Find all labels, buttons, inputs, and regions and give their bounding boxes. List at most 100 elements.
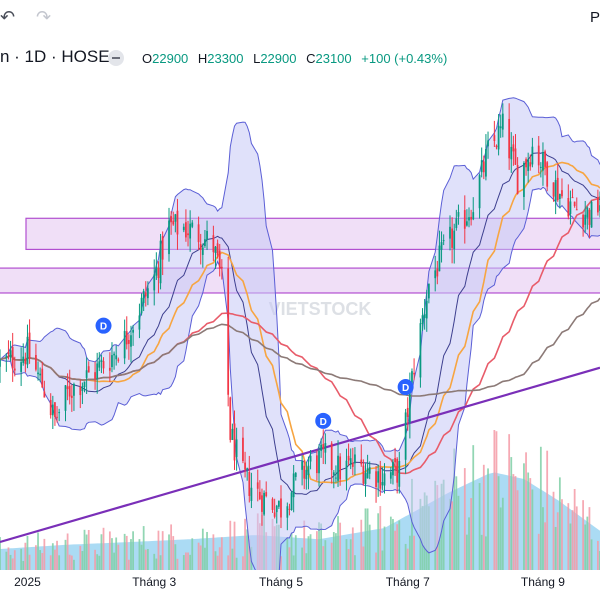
- volume-bar: [20, 548, 23, 570]
- candle-body: [81, 386, 84, 392]
- candle-body: [216, 243, 219, 256]
- candle-body: [85, 370, 88, 378]
- candle-body: [144, 292, 147, 297]
- volume-bar: [451, 501, 453, 570]
- candle-body: [96, 363, 99, 379]
- volume-bar: [199, 545, 202, 570]
- time-tick-label: Tháng 9: [521, 575, 565, 589]
- candle-body: [37, 372, 39, 375]
- volume-bar: [123, 533, 126, 570]
- close-label: C: [306, 51, 316, 66]
- volume-bar: [56, 540, 58, 570]
- volume-bar: [235, 557, 238, 570]
- dividend-badge: [95, 317, 112, 334]
- candle-body: [111, 355, 113, 368]
- volume-bar: [7, 547, 10, 570]
- candle-body: [5, 355, 8, 358]
- candle-body: [0, 359, 1, 367]
- candle-body: [117, 359, 120, 361]
- volume-bar: [102, 527, 105, 570]
- volume-bar: [96, 554, 99, 570]
- candle-body: [542, 152, 544, 171]
- volume-bar: [172, 536, 175, 570]
- publish-button[interactable]: P: [589, 9, 600, 26]
- symbol-label[interactable]: n · 1D · HOSE: [0, 47, 110, 66]
- collapse-legend-icon[interactable]: [108, 50, 124, 66]
- candle-body: [157, 267, 160, 279]
- candle-body: [218, 250, 221, 269]
- candle-body: [263, 492, 265, 515]
- candle-body: [516, 165, 519, 194]
- candle-body: [394, 458, 396, 463]
- volume-bar: [153, 553, 156, 570]
- time-tick-label: 2025: [14, 575, 41, 589]
- candle-body: [140, 297, 143, 314]
- volume-bar: [398, 520, 401, 570]
- candle-body: [362, 465, 365, 484]
- candle-body: [201, 247, 204, 255]
- volume-bar: [94, 549, 96, 570]
- candle-body: [24, 358, 27, 365]
- volume-bar: [201, 528, 204, 570]
- candle-body: [155, 266, 158, 276]
- volume-bar: [49, 555, 52, 570]
- candle-body: [28, 332, 31, 359]
- candle-body: [87, 366, 90, 373]
- candle-body: [189, 223, 192, 239]
- candle-body: [227, 268, 230, 395]
- candle-body: [185, 222, 187, 238]
- candle-body: [258, 491, 261, 500]
- volume-bar: [138, 539, 141, 570]
- candle-body: [398, 461, 401, 487]
- candle-body: [434, 270, 437, 279]
- candle-body: [392, 461, 394, 476]
- undo-arrow-icon[interactable]: ↶: [0, 7, 16, 27]
- candle-body: [349, 458, 352, 465]
- candle-body: [332, 472, 335, 475]
- volume-bar: [508, 434, 511, 570]
- volume-bar: [13, 550, 16, 570]
- candle-body: [7, 352, 10, 355]
- volume-bar: [537, 533, 540, 570]
- candle-body: [408, 386, 411, 423]
- candle-body: [413, 372, 415, 375]
- candle-body: [11, 347, 14, 369]
- volume-bar: [5, 551, 8, 570]
- volume-bar: [168, 534, 170, 570]
- volume-bar: [512, 474, 515, 570]
- candle-body: [187, 233, 189, 236]
- volume-bar: [485, 536, 487, 570]
- volume-bar: [100, 534, 103, 570]
- volume-bar: [597, 540, 599, 570]
- candle-body: [537, 145, 540, 166]
- volume-bar: [544, 522, 546, 570]
- volume-bar: [493, 430, 496, 570]
- volume-bar: [157, 530, 160, 570]
- redo-arrow-icon[interactable]: ↷: [36, 7, 52, 27]
- volume-bar: [170, 524, 173, 570]
- candle-body: [206, 230, 208, 240]
- volume-bar: [542, 507, 544, 570]
- volume-bar: [501, 497, 504, 570]
- volume-bar: [347, 549, 350, 570]
- candle-body: [73, 384, 75, 396]
- candle-body: [127, 340, 130, 344]
- candle-body: [561, 190, 563, 197]
- volume-bar: [294, 535, 297, 570]
- volume-bar: [320, 523, 323, 570]
- candle-body: [123, 330, 126, 359]
- candle-body: [597, 197, 599, 213]
- candle-body: [544, 151, 546, 167]
- candles-layer: [0, 103, 600, 531]
- moving-averages: [0, 161, 600, 484]
- candle-body: [381, 482, 384, 486]
- price-chart[interactable]: VIETSTOCK D D D 2025 Tháng 3 Tháng 5 Tháng 7 T…: [0, 72, 600, 600]
- candle-body: [468, 217, 470, 221]
- candle-body: [482, 161, 485, 173]
- candle-body: [142, 290, 145, 304]
- candle-body: [320, 444, 323, 451]
- volume-bar: [480, 534, 483, 570]
- volume-bar: [144, 549, 147, 570]
- watermark-text: VIETSTOCK: [269, 299, 372, 319]
- volume-bar: [582, 500, 584, 570]
